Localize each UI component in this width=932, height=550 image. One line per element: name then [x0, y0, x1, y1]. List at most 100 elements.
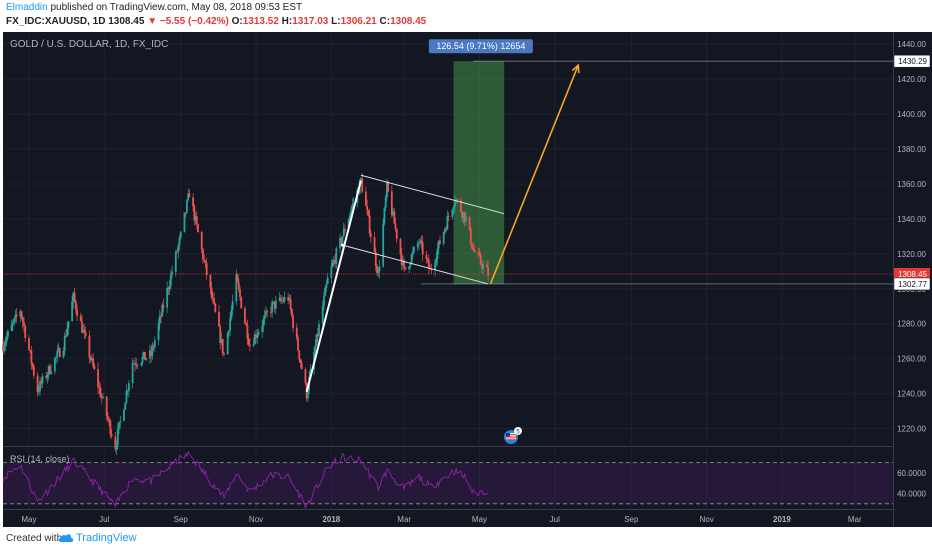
candle — [463, 212, 466, 222]
candle — [461, 211, 464, 218]
candle — [123, 409, 125, 421]
price-tick-label: 1320.00 — [897, 250, 926, 259]
candle — [382, 223, 385, 267]
us-flag-icon[interactable]: 5 — [504, 427, 522, 444]
candle — [240, 297, 243, 309]
candle — [102, 396, 104, 398]
candle — [187, 193, 190, 201]
candle — [304, 369, 307, 384]
tradingview-logo-text[interactable]: TradingView — [76, 532, 137, 544]
candle — [231, 301, 234, 310]
candle — [195, 216, 198, 225]
created-with-text: Created with — [6, 533, 63, 544]
candle — [90, 358, 93, 360]
rsi-tick-label: 40.0000 — [897, 490, 926, 499]
candle — [236, 274, 239, 283]
candle — [404, 267, 407, 270]
main-pane[interactable] — [3, 32, 893, 446]
candle — [119, 420, 122, 423]
candle — [41, 376, 44, 384]
candle — [332, 260, 335, 264]
candle — [403, 260, 406, 268]
candle — [140, 362, 143, 365]
measure-label: 126.54 (9.71%) 12654 — [436, 41, 525, 51]
candle — [340, 237, 343, 244]
candle — [36, 375, 39, 393]
author-link[interactable]: Elmaddin — [6, 2, 48, 13]
candle — [373, 237, 376, 253]
candle — [83, 330, 86, 333]
current-price-label: 1308.45 — [898, 270, 927, 279]
candle — [255, 334, 257, 339]
candle — [45, 376, 48, 379]
tradingview-cloud-icon — [58, 534, 74, 542]
candle — [132, 362, 135, 364]
candle — [473, 250, 476, 253]
candle — [114, 436, 117, 450]
candle — [176, 251, 178, 253]
candle — [485, 264, 488, 268]
candle — [435, 258, 438, 263]
open-value: 1313.52 — [242, 16, 279, 27]
candle — [193, 206, 196, 221]
candle — [453, 201, 456, 208]
candle — [269, 312, 272, 313]
candle — [246, 325, 249, 340]
candle — [118, 422, 120, 429]
rsi-tick-label: 60.0000 — [897, 469, 926, 478]
candle — [49, 366, 51, 374]
candle — [378, 266, 381, 272]
candle — [266, 311, 269, 313]
candle — [141, 356, 144, 363]
candle — [316, 334, 319, 336]
candle — [292, 315, 294, 328]
candle — [272, 301, 275, 303]
candle — [416, 243, 419, 248]
candle — [131, 363, 134, 384]
candle — [257, 331, 260, 335]
candle — [408, 266, 411, 270]
candle — [218, 311, 220, 327]
candle — [145, 358, 148, 360]
candle — [174, 251, 177, 272]
candle — [153, 340, 156, 348]
candle — [126, 390, 129, 392]
candle — [252, 344, 255, 346]
price-tick-label: 1340.00 — [897, 215, 926, 224]
candle — [92, 358, 95, 366]
candle — [299, 359, 302, 364]
chart-canvas[interactable]: 126.54 (9.71%) 12654 1220.00 1240.00 1260.… — [0, 30, 932, 527]
candle — [487, 267, 490, 276]
candle — [223, 353, 225, 355]
candle — [425, 254, 428, 259]
target-arrow-head — [571, 63, 580, 74]
candle — [392, 211, 394, 216]
candle — [393, 211, 396, 224]
candle — [452, 207, 455, 210]
candle — [350, 209, 352, 216]
candle — [330, 266, 333, 278]
candle — [369, 233, 372, 238]
candle — [50, 371, 53, 374]
candle — [55, 356, 57, 359]
candle — [326, 277, 329, 284]
high-value: 1317.03 — [292, 16, 329, 27]
candle — [237, 282, 240, 290]
candle — [411, 251, 414, 255]
candle — [462, 212, 465, 218]
candle — [15, 314, 18, 317]
candle — [309, 369, 312, 378]
candle — [186, 200, 188, 213]
candle — [116, 428, 119, 446]
candle — [315, 334, 318, 346]
candle — [32, 366, 35, 376]
candle — [460, 200, 462, 212]
candle — [384, 197, 387, 208]
symbol-info: FX_IDC:XAUUSD, 1D 1308.45 ▼ −5.55 (−0.42… — [6, 16, 426, 27]
time-axis[interactable] — [3, 509, 893, 527]
rsi-label: RSI (14, close) — [10, 454, 70, 464]
candle — [235, 274, 238, 302]
price-tick-label: 1440.00 — [897, 40, 926, 49]
candle — [74, 301, 77, 310]
last-price: 1308.45 — [108, 16, 145, 27]
